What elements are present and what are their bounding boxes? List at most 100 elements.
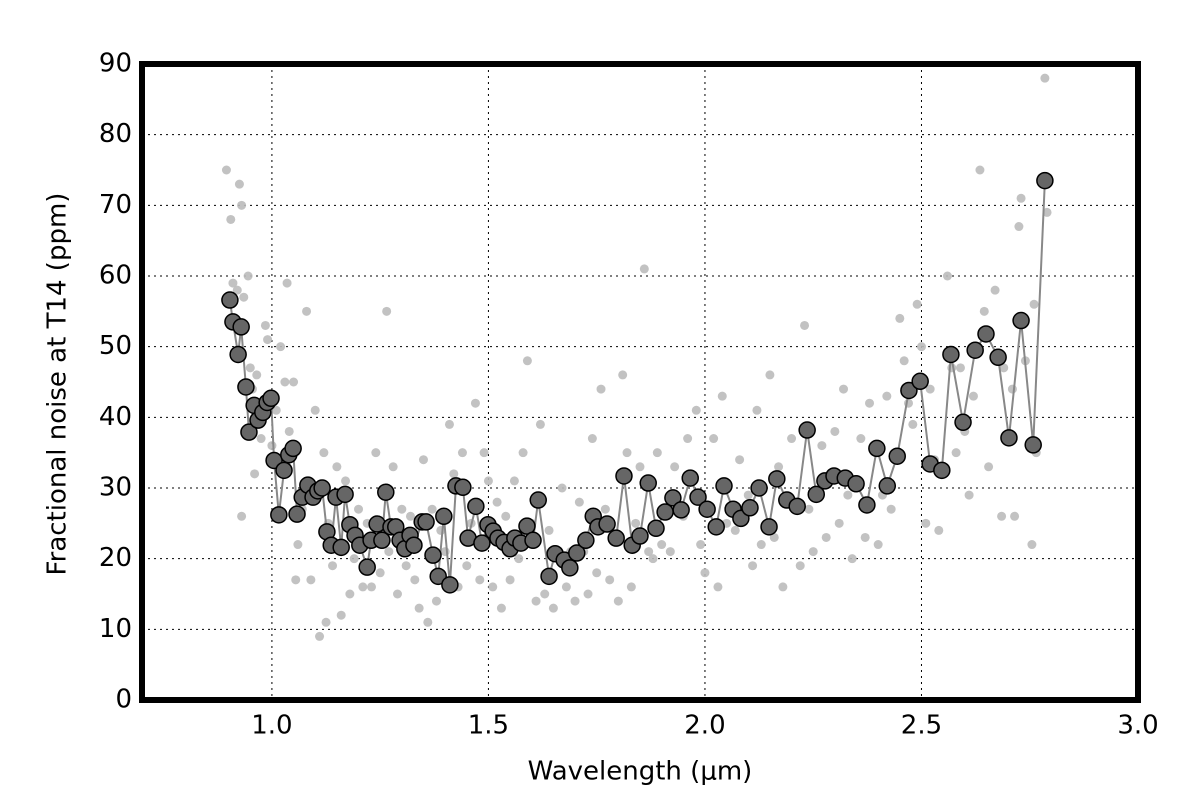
marker	[284, 439, 302, 458]
point	[886, 504, 896, 514]
point	[700, 568, 710, 578]
point	[332, 462, 342, 472]
point	[289, 377, 299, 387]
y-tick-label: 0	[115, 685, 132, 715]
marker	[1024, 436, 1042, 454]
point	[921, 518, 931, 528]
point	[873, 540, 883, 550]
point	[916, 342, 926, 352]
marker	[435, 507, 453, 526]
point	[713, 582, 723, 592]
point	[622, 448, 632, 458]
point	[367, 582, 377, 592]
y-tick-label: 90	[99, 49, 132, 79]
point	[245, 363, 255, 373]
marker	[540, 567, 558, 586]
y-tick-label: 80	[99, 119, 132, 149]
point	[540, 589, 550, 599]
point	[514, 554, 524, 564]
point	[345, 589, 355, 599]
marker	[332, 538, 350, 557]
marker	[868, 439, 886, 458]
marker	[377, 483, 395, 501]
point	[899, 356, 909, 366]
marker	[1012, 311, 1030, 330]
point	[618, 370, 628, 380]
point	[401, 561, 411, 571]
point	[414, 603, 424, 613]
x-axis-label: Wavelength (μm)	[528, 757, 753, 787]
marker	[373, 531, 391, 550]
point	[375, 568, 385, 578]
point	[665, 547, 675, 557]
point	[787, 434, 797, 444]
marker	[878, 477, 897, 495]
marker	[221, 291, 239, 309]
marker	[262, 389, 280, 408]
point	[709, 434, 719, 444]
point	[882, 391, 892, 401]
point	[256, 434, 266, 444]
marker	[966, 341, 984, 359]
marker	[288, 505, 306, 523]
point	[997, 511, 1007, 521]
point	[1029, 299, 1039, 309]
y-tick-label: 50	[99, 331, 132, 361]
point	[226, 214, 236, 224]
marker	[529, 491, 547, 509]
point	[431, 596, 441, 606]
point	[384, 547, 394, 557]
point	[613, 596, 623, 606]
point	[418, 455, 428, 465]
point	[570, 596, 580, 606]
marker	[715, 477, 733, 495]
point	[232, 285, 242, 295]
point	[479, 448, 489, 458]
point	[397, 504, 407, 514]
marker	[441, 576, 459, 594]
marker	[672, 501, 690, 519]
marker	[707, 518, 725, 536]
marker	[313, 479, 331, 497]
point	[341, 476, 351, 486]
point	[501, 511, 511, 521]
x-tick-label: 2.5	[901, 711, 942, 741]
point	[587, 434, 597, 444]
point	[735, 455, 745, 465]
point	[535, 419, 545, 429]
point	[1027, 540, 1037, 550]
point	[592, 568, 602, 578]
point	[843, 490, 853, 500]
marker	[232, 318, 250, 336]
point	[470, 398, 480, 408]
point	[1040, 73, 1050, 83]
marker	[615, 467, 633, 485]
marker	[681, 469, 699, 487]
point	[328, 561, 338, 571]
marker	[656, 503, 674, 521]
marker	[911, 372, 929, 391]
point	[817, 441, 827, 451]
point	[774, 462, 784, 472]
point	[561, 582, 571, 592]
point	[635, 462, 645, 472]
point	[574, 497, 584, 507]
point	[267, 441, 277, 451]
point	[239, 292, 249, 302]
marker	[631, 527, 649, 545]
marker	[933, 461, 951, 480]
point	[557, 483, 567, 493]
marker	[336, 485, 354, 504]
marker	[275, 461, 293, 480]
point	[427, 504, 437, 514]
point	[730, 525, 740, 535]
point	[252, 370, 262, 380]
marker	[473, 534, 491, 552]
marker	[577, 531, 595, 550]
marker	[689, 488, 707, 506]
point	[488, 582, 498, 592]
marker	[561, 559, 579, 577]
point	[834, 518, 844, 528]
marker	[977, 325, 995, 343]
point	[349, 554, 359, 564]
